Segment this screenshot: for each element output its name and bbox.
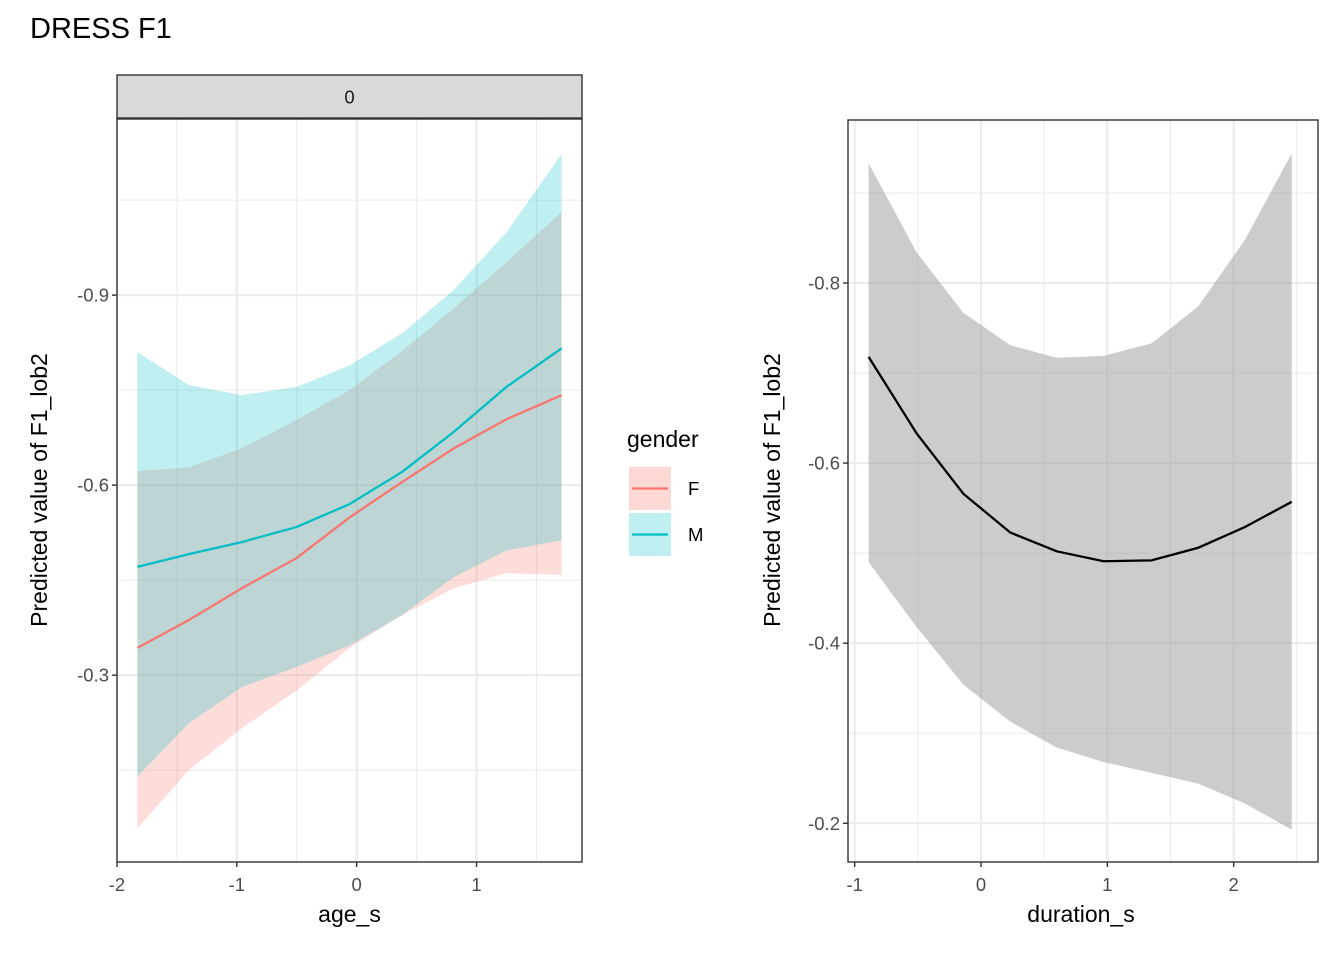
ribbons — [137, 153, 562, 829]
ribbon-f — [137, 212, 562, 829]
lines — [136, 347, 563, 649]
x-axis-title: age_s — [318, 901, 381, 927]
x-axis: -2 -1 0 1 — [109, 862, 482, 895]
legend-label-f: F — [688, 478, 699, 499]
y-axis: -0.8 -0.6 -0.4 -0.2 — [808, 272, 848, 834]
y-axis-title: Predicted value of F1_lob2 — [26, 353, 52, 627]
legend: gender F M — [627, 426, 703, 556]
y-tick-label: -0.6 — [808, 453, 840, 474]
y-tick-label: -0.4 — [808, 633, 840, 654]
y-tick-label: -0.8 — [808, 272, 840, 293]
plot-background — [117, 119, 582, 862]
line-duration-s — [867, 356, 1293, 563]
ribbon-duration-s — [868, 153, 1292, 830]
y-tick-label: -0.2 — [808, 813, 840, 834]
x-tick-label: 0 — [976, 874, 986, 895]
x-axis-title: duration_s — [1027, 901, 1134, 927]
x-tick-label: 0 — [352, 874, 362, 895]
ribbon-m — [137, 153, 562, 777]
legend-item-m: M — [629, 513, 703, 556]
plot-border — [116, 118, 583, 863]
legend-label-m: M — [688, 524, 703, 545]
x-tick-label: 2 — [1228, 874, 1238, 895]
x-tick-label: -1 — [846, 874, 862, 895]
y-axis-title: Predicted value of F1_lob2 — [759, 353, 785, 627]
right-panel: -0.8 -0.6 -0.4 -0.2 -1 0 1 2 duration_s Predic… — [759, 119, 1319, 927]
x-axis: -1 0 1 2 — [846, 862, 1239, 895]
figure-title: DRESS F1 — [30, 13, 172, 45]
x-tick-label: -1 — [229, 874, 245, 895]
line-f — [136, 394, 563, 649]
facet-strip-label: 0 — [344, 87, 354, 108]
lines — [867, 356, 1293, 563]
grid — [116, 119, 582, 862]
line-m — [137, 347, 563, 568]
x-tick-label: 1 — [471, 874, 481, 895]
facet-strip — [116, 74, 583, 119]
legend-title: gender — [627, 426, 699, 452]
ribbons — [868, 153, 1292, 830]
plot-border — [847, 119, 1319, 863]
y-tick-label: -0.9 — [77, 285, 109, 306]
x-tick-label: -2 — [109, 874, 125, 895]
left-panel: 0 -0.9 -0.6 -0.3 -2 -1 0 1 age_s Predicted va… — [26, 74, 583, 927]
legend-item-f: F — [629, 467, 699, 510]
y-tick-label: -0.6 — [77, 475, 109, 496]
y-tick-label: -0.3 — [77, 665, 109, 686]
x-tick-label: 1 — [1102, 874, 1112, 895]
y-axis: -0.9 -0.6 -0.3 — [77, 285, 117, 686]
